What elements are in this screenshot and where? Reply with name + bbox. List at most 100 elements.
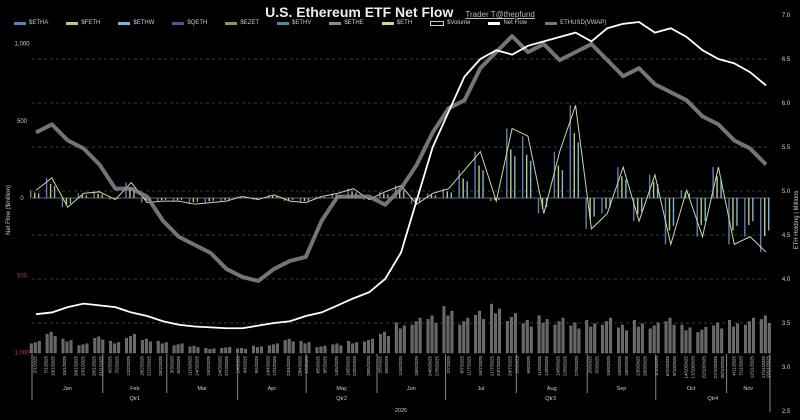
date-tick-label: 10/9/2025 bbox=[606, 356, 611, 377]
quarter-label: Qtr2 bbox=[336, 396, 347, 402]
net-flow-bar bbox=[748, 198, 750, 226]
date-tick-label: 3/3/2025 bbox=[169, 356, 174, 374]
date-tick-label: 24/7/2025 bbox=[496, 356, 501, 377]
net-flow-bar bbox=[450, 192, 453, 198]
legend-label: $ETHW bbox=[133, 20, 155, 26]
volume-bar bbox=[529, 326, 533, 354]
volume-bar bbox=[144, 338, 148, 354]
net-flow-bar bbox=[621, 176, 623, 198]
net-flow-bar bbox=[188, 198, 191, 205]
net-flow-bar bbox=[553, 151, 556, 198]
volume-bar bbox=[109, 341, 113, 354]
month-label: Jul bbox=[477, 386, 484, 392]
volume-bar bbox=[585, 320, 589, 354]
volume-bar bbox=[442, 306, 446, 354]
volume-bar bbox=[426, 319, 430, 354]
volume-bar bbox=[45, 333, 49, 354]
net-flow-bar bbox=[81, 194, 84, 198]
legend-swatch bbox=[172, 21, 185, 25]
net-flow-bar bbox=[97, 193, 99, 198]
legend-item: $ETHA bbox=[14, 20, 48, 26]
volume-bar bbox=[743, 324, 747, 354]
volume-bar bbox=[747, 321, 751, 354]
volume-bar bbox=[557, 321, 561, 354]
net-flow-bar bbox=[446, 191, 449, 198]
volume-bar bbox=[386, 336, 390, 354]
volume-bar bbox=[648, 328, 652, 354]
month-label: May bbox=[336, 386, 347, 392]
legend-swatch bbox=[329, 21, 342, 25]
date-tick-label: 26/2/2025 bbox=[158, 356, 163, 377]
net-flow-bar bbox=[537, 198, 540, 214]
date-tick-label: 14/5/2025 bbox=[334, 356, 339, 377]
volume-bar bbox=[589, 326, 593, 354]
date-tick-label: 21/7/2025 bbox=[489, 356, 494, 377]
volume-bar bbox=[240, 348, 244, 354]
net-flow-bar bbox=[585, 198, 587, 229]
date-tick-label: 6/3/2025 bbox=[176, 356, 181, 374]
net-flow-bar bbox=[482, 170, 484, 198]
volume-bar bbox=[164, 342, 168, 354]
net-flow-bar bbox=[160, 198, 163, 201]
net-flow-bar bbox=[418, 198, 421, 202]
net-flow-bar bbox=[272, 195, 274, 198]
date-tick-label: 7/11/2025 bbox=[738, 356, 743, 376]
net-flow-bar bbox=[38, 193, 40, 198]
volume-bar bbox=[188, 346, 192, 354]
month-label: Jun bbox=[407, 386, 416, 392]
volume-bar bbox=[509, 317, 513, 354]
axes: 7.0 6.5 6.0 5.5 5.0 4.5 4.0 3.5 3.0 2.5 1,000 500 0 5… bbox=[6, 13, 800, 415]
date-tick-label: 7/1/2025 bbox=[44, 356, 49, 374]
credit-link[interactable]: Trader T@thepfund bbox=[465, 10, 535, 19]
legend-item: ETHUSD(VWAP) bbox=[545, 20, 606, 26]
date-tick-label: 14/3/2025 bbox=[195, 356, 200, 377]
date-tick-label: 26/9/2025 bbox=[642, 356, 647, 377]
date-tick-label: 23/1/2025 bbox=[80, 356, 85, 377]
net-flow-bar bbox=[736, 198, 738, 226]
date-tick-label: 2/9/2025 bbox=[587, 356, 592, 374]
net-flow-bar bbox=[204, 198, 206, 203]
legend-label: $FETH bbox=[81, 20, 101, 26]
volume-bar bbox=[291, 341, 295, 354]
net-flow-bar bbox=[387, 194, 389, 198]
legend-swatch bbox=[381, 21, 394, 25]
volume-bar bbox=[402, 325, 406, 354]
volume-bar bbox=[712, 325, 716, 354]
volume-bar bbox=[267, 345, 271, 354]
legend-swatch bbox=[277, 21, 290, 25]
volume-bar bbox=[573, 322, 577, 354]
date-tick-label: 6/10/2025 bbox=[665, 356, 670, 377]
net-flow-bar bbox=[506, 128, 508, 198]
net-flow-bar bbox=[732, 198, 734, 231]
net-flow-bar bbox=[474, 151, 476, 198]
volume-bar bbox=[133, 334, 136, 354]
left-tick-label: 1,000 bbox=[14, 351, 30, 357]
net-flow-bar bbox=[752, 198, 754, 222]
volume-bar bbox=[541, 322, 545, 354]
date-tick-label: 17/4/2025 bbox=[272, 356, 277, 377]
left-tick-label: 500 bbox=[17, 119, 28, 125]
net-flow-bar bbox=[287, 198, 290, 201]
net-flow-bar bbox=[704, 198, 706, 222]
net-flow-bar bbox=[30, 190, 32, 198]
volume-bar bbox=[494, 313, 497, 354]
date-tick-label: 15/9/2025 bbox=[617, 356, 622, 377]
net-flow-bar bbox=[589, 198, 591, 220]
net-flow-bar bbox=[561, 170, 564, 198]
net-flow-bar bbox=[426, 193, 429, 198]
date-tick-label: 12/11/2025 bbox=[750, 356, 755, 379]
volume-bar bbox=[462, 321, 466, 354]
title-text: U.S. Ethereum ETF Net Flow bbox=[265, 4, 454, 20]
date-tick-label: 10/1/2025 bbox=[51, 356, 56, 377]
net-flow-bar bbox=[61, 198, 64, 208]
volume-bar bbox=[632, 320, 636, 354]
date-tick-label: 27/10/2025 bbox=[713, 356, 718, 379]
net-flow-bar bbox=[573, 133, 575, 198]
date-tick-label: 14/4/2025 bbox=[265, 356, 270, 377]
volume-bar bbox=[553, 324, 557, 354]
volume-bar bbox=[561, 317, 565, 354]
net-flow-bar bbox=[85, 195, 88, 198]
date-tick-label: 6/8/2025 bbox=[526, 356, 531, 374]
net-flow-bar bbox=[69, 198, 72, 204]
volume-bar bbox=[498, 308, 501, 354]
